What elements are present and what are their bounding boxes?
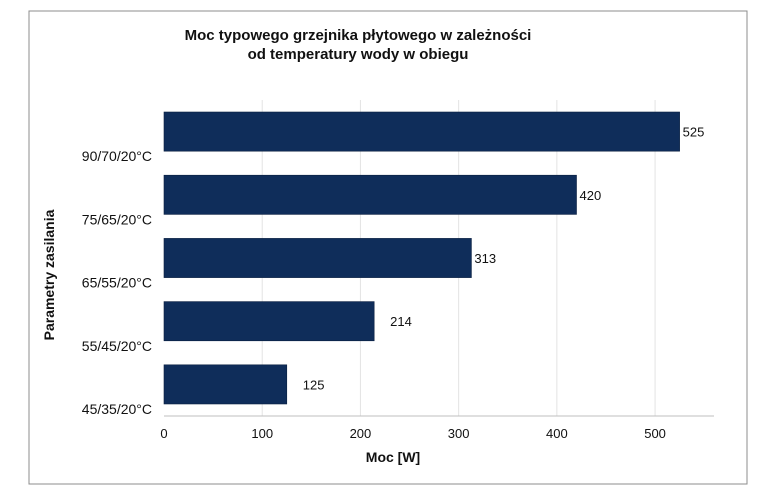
data-label-1: 420	[580, 188, 602, 203]
x-tick-label: 200	[350, 426, 372, 441]
bars	[163, 111, 680, 405]
bar-0	[163, 111, 680, 152]
data-label-4: 125	[303, 377, 325, 392]
chart-title-line-1: Moc typowego grzejnika płytowego w zależ…	[185, 27, 532, 44]
x-axis-title: Moc [W]	[366, 449, 420, 465]
data-labels: 525 420 313 214 125	[303, 125, 705, 393]
category-label-3: 55/45/20°C	[82, 338, 152, 354]
data-label-0: 525	[683, 125, 705, 140]
chart-title-line-2: od temperatury wody w obiegu	[248, 46, 469, 63]
category-label-2: 65/55/20°C	[82, 275, 152, 291]
data-label-3: 214	[390, 314, 412, 329]
bar-3	[163, 301, 375, 342]
x-tick-label: 0	[160, 426, 167, 441]
category-label-1: 75/65/20°C	[82, 211, 152, 227]
x-tick-label: 100	[251, 426, 273, 441]
category-labels: 90/70/20°C 75/65/20°C 65/55/20°C 55/45/20°C…	[82, 148, 152, 417]
bar-4	[163, 364, 288, 405]
data-label-2: 313	[474, 251, 496, 266]
bar-2	[163, 238, 472, 278]
x-tick-label: 400	[546, 426, 568, 441]
x-tick-label: 500	[644, 426, 666, 441]
category-label-0: 90/70/20°C	[82, 148, 152, 164]
x-tick-labels: 0 100 200 300 400 500	[160, 426, 666, 441]
bar-1	[163, 174, 577, 215]
x-tick-label: 300	[448, 426, 470, 441]
y-axis-title: Parametry zasilania	[41, 209, 57, 340]
category-label-4: 45/35/20°C	[82, 401, 152, 417]
